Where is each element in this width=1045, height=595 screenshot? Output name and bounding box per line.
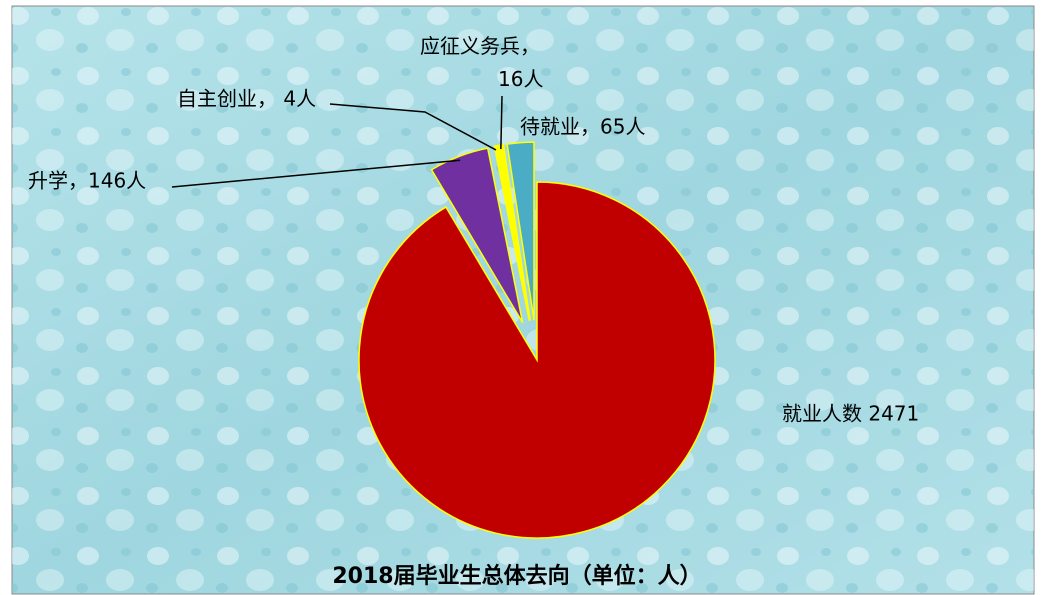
leader-line [500,95,503,150]
leader-line [329,103,497,151]
pie-slice [358,181,716,539]
leader-line [171,159,461,188]
data-label: 自主创业， 4人 [177,87,316,111]
data-label: 就业人数 2471 [782,402,919,426]
pie-slice [506,141,535,321]
data-label: 应征义务兵， 16人 [420,34,543,91]
data-label: 升学，146人 [28,169,146,193]
chart-title: 2018届毕业生总体去向（单位：人） [332,563,701,589]
pie-slice [496,143,531,321]
pie-slice [493,145,531,321]
data-label: 待就业，65人 [520,115,645,139]
pie-slice [430,147,524,324]
